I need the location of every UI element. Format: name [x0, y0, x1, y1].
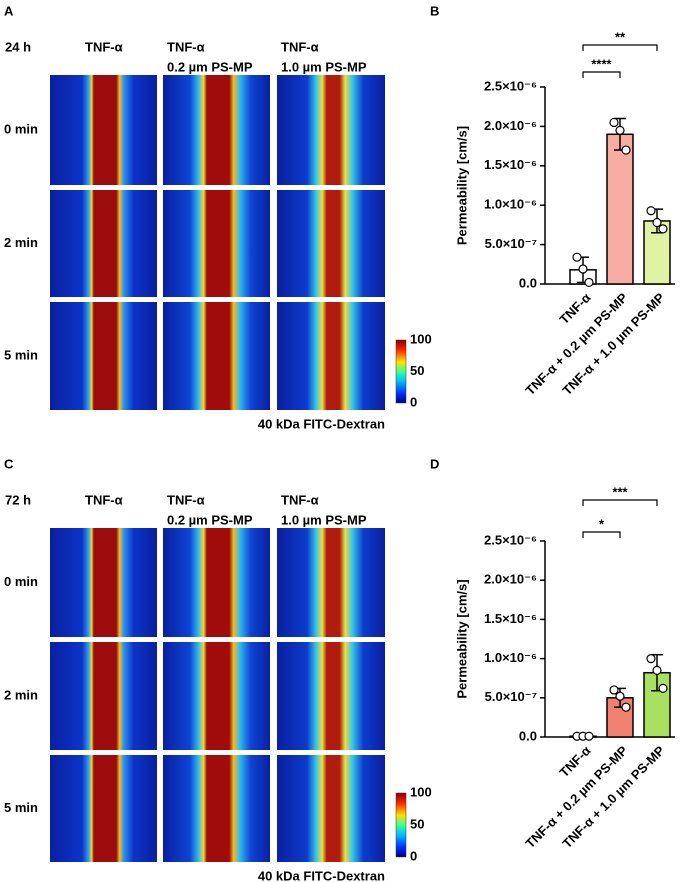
time-label: 24 h: [5, 39, 31, 54]
y-tick-label: 5.0×10⁻⁷: [485, 236, 537, 251]
significance-label: *: [599, 516, 605, 531]
heatmap-image: [277, 755, 385, 862]
data-point: [615, 125, 625, 135]
y-tick-label: 1.5×10⁻⁶: [484, 157, 537, 172]
y-tick-label: 5.0×10⁻⁷: [485, 689, 537, 704]
significance-label: ****: [591, 56, 612, 71]
y-tick-label: 2.5×10⁻⁶: [484, 78, 537, 93]
y-tick-label: 1.5×10⁻⁶: [484, 611, 537, 626]
significance-label: **: [615, 29, 626, 44]
heatmap-image: [50, 302, 157, 410]
data-point: [584, 731, 594, 741]
column-header: 0.2 µm PS-MP: [167, 512, 253, 527]
data-point: [609, 685, 619, 695]
column-header: 0.2 µm PS-MP: [167, 59, 253, 74]
time-label: 72 h: [5, 492, 31, 507]
column-header: 1.0 µm PS-MP: [281, 59, 367, 74]
row-label: 0 min: [4, 121, 38, 136]
heatmap-image: [50, 528, 157, 637]
heatmap-image: [277, 75, 385, 185]
heatmap-image: [50, 190, 157, 297]
significance-label: ***: [612, 484, 628, 499]
colorbar-label: 50: [410, 363, 424, 378]
colorbar-label: 50: [410, 816, 424, 831]
row-label: 5 min: [4, 347, 38, 362]
caption: 40 kDa FITC-Dextran: [258, 868, 385, 882]
heatmap-image: [163, 642, 270, 750]
panel-letter: B: [430, 3, 439, 18]
bar: [606, 133, 634, 285]
panel-letter: D: [430, 456, 439, 471]
data-point: [578, 264, 588, 274]
y-tick-label: 2.0×10⁻⁶: [484, 118, 537, 133]
data-point: [646, 653, 656, 664]
colorbar-label: 100: [410, 331, 432, 346]
column-header: TNF-α: [85, 39, 123, 54]
column-header: TNF-α: [85, 492, 123, 507]
significance-bracket: [582, 44, 658, 51]
heatmap-image: [277, 528, 385, 637]
y-axis-title: Permeability [cm/s]: [454, 126, 469, 245]
row-label: 5 min: [4, 800, 38, 815]
significance-bracket: [582, 71, 621, 78]
panel-letter: C: [4, 456, 14, 471]
data-point: [658, 683, 668, 693]
y-tick-label: 2.0×10⁻⁶: [484, 572, 537, 587]
heatmap-image: [277, 642, 385, 750]
heatmap-image: [277, 302, 385, 410]
data-point: [646, 206, 656, 216]
heatmap-image: [163, 190, 270, 297]
column-header: TNF-α: [281, 492, 319, 507]
column-header: TNF-α: [167, 39, 205, 54]
data-point: [652, 217, 662, 228]
row-label: 0 min: [4, 574, 38, 589]
row-label: 2 min: [4, 235, 38, 250]
significance-bracket: [582, 531, 621, 538]
heatmap-image: [163, 755, 270, 862]
y-tick-label: 2.5×10⁻⁶: [484, 532, 537, 547]
colorbar: [395, 339, 407, 404]
significance-bracket: [582, 499, 658, 506]
data-point: [652, 665, 662, 675]
heatmap-image: [50, 75, 157, 185]
colorbar-label: 0: [410, 848, 417, 863]
heatmap-image: [163, 75, 270, 185]
y-tick-label: 1.0×10⁻⁶: [484, 650, 537, 665]
data-point: [615, 691, 625, 701]
colorbar-label: 0: [410, 394, 417, 409]
column-header: TNF-α: [167, 492, 205, 507]
data-point: [658, 224, 668, 234]
column-header: TNF-α: [281, 39, 319, 54]
heatmap-image: [277, 190, 385, 297]
row-label: 2 min: [4, 687, 38, 702]
y-tick-label: 0.0: [519, 728, 537, 743]
data-point: [584, 277, 594, 288]
colorbar: [395, 792, 407, 858]
colorbar-label: 100: [410, 784, 432, 799]
y-tick-label: 0.0: [519, 275, 537, 290]
data-point: [621, 702, 631, 712]
data-point: [621, 145, 631, 155]
heatmap-image: [163, 302, 270, 410]
data-point: [572, 252, 582, 262]
heatmap-image: [163, 528, 270, 637]
y-axis-title: Permeability [cm/s]: [454, 579, 469, 698]
heatmap-image: [50, 642, 157, 750]
column-header: 1.0 µm PS-MP: [281, 512, 367, 527]
y-tick-label: 1.0×10⁻⁶: [484, 197, 537, 212]
heatmap-image: [50, 755, 157, 862]
panel-letter: A: [4, 3, 14, 18]
data-point: [609, 117, 619, 128]
caption: 40 kDa FITC-Dextran: [258, 416, 385, 431]
